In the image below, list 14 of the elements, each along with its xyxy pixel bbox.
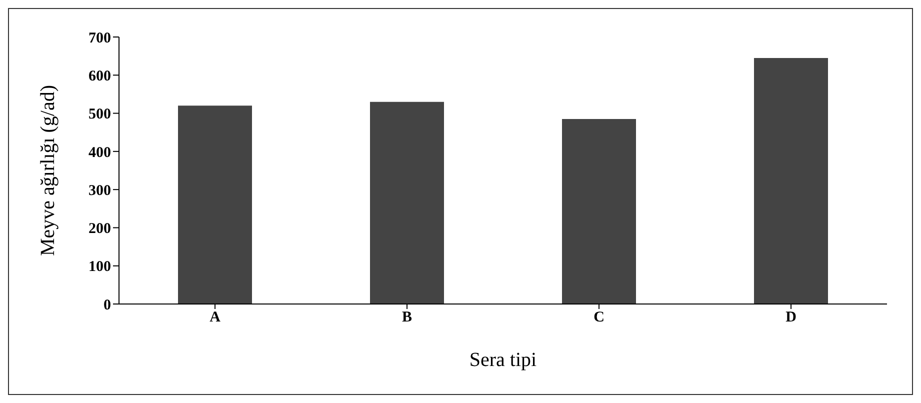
x-tick-label: C bbox=[594, 310, 604, 326]
y-tick-label: 300 bbox=[88, 182, 111, 199]
y-tick-label: 500 bbox=[88, 106, 111, 123]
y-axis-title: Meyve ağırlığı (g/ad) bbox=[37, 84, 60, 256]
y-tick-label: 100 bbox=[88, 259, 111, 276]
y-tick-label: 400 bbox=[88, 144, 111, 161]
x-tick-label: D bbox=[786, 310, 797, 326]
y-tick-label: 600 bbox=[88, 68, 111, 84]
x-axis-title: Sera tipi bbox=[469, 349, 538, 371]
y-tick-label: 700 bbox=[88, 30, 111, 46]
y-tick-label: 200 bbox=[88, 221, 111, 238]
x-tick-label: B bbox=[402, 310, 412, 326]
y-tick-label: 0 bbox=[104, 297, 111, 314]
x-tick-label: A bbox=[210, 310, 221, 326]
